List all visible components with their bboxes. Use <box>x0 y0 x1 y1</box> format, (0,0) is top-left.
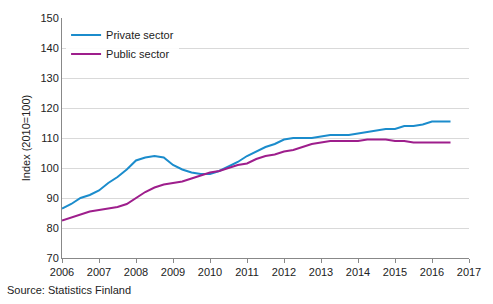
svg-text:70: 70 <box>47 252 59 264</box>
svg-text:80: 80 <box>47 222 59 234</box>
svg-text:120: 120 <box>40 102 58 114</box>
svg-text:Private sector: Private sector <box>106 29 174 41</box>
svg-text:2009: 2009 <box>161 266 185 278</box>
svg-text:Source: Statistics Finland: Source: Statistics Finland <box>7 284 131 296</box>
svg-text:2006: 2006 <box>50 266 74 278</box>
svg-text:2015: 2015 <box>383 266 407 278</box>
svg-text:130: 130 <box>40 72 58 84</box>
svg-text:2008: 2008 <box>124 266 148 278</box>
svg-text:2007: 2007 <box>87 266 111 278</box>
svg-text:150: 150 <box>40 12 58 24</box>
svg-text:Public sector: Public sector <box>106 48 169 60</box>
svg-text:Index (2010=100): Index (2010=100) <box>20 95 32 182</box>
svg-text:100: 100 <box>40 162 58 174</box>
svg-text:2013: 2013 <box>309 266 333 278</box>
svg-text:90: 90 <box>47 192 59 204</box>
svg-text:110: 110 <box>41 132 59 144</box>
svg-text:140: 140 <box>40 42 58 54</box>
svg-text:2010: 2010 <box>198 266 222 278</box>
svg-text:2016: 2016 <box>420 266 444 278</box>
svg-text:2012: 2012 <box>272 266 296 278</box>
svg-text:2014: 2014 <box>346 266 370 278</box>
svg-text:2011: 2011 <box>235 266 259 278</box>
svg-text:2017: 2017 <box>457 266 481 278</box>
